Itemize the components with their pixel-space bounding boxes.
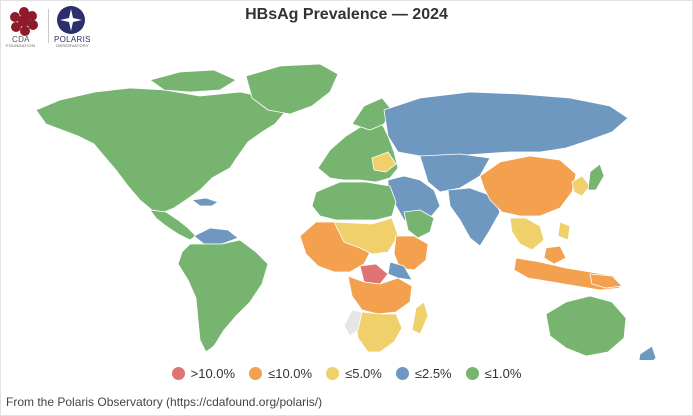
legend-swatch-le10 (249, 367, 263, 380)
legend-item-le25[interactable]: ≤2.5% (395, 366, 452, 381)
central-africa-region[interactable] (359, 263, 389, 285)
australia-region[interactable] (545, 295, 627, 357)
legend-label: ≤10.0% (268, 366, 313, 381)
logo-group: CDA FOUNDATION POLARIS OBSERVATORY (6, 5, 91, 48)
cda-emblem-icon (10, 7, 38, 36)
russia-region[interactable] (383, 91, 629, 157)
polaris-logo-text: POLARIS (54, 35, 91, 44)
legend-item-le5[interactable]: ≤5.0% (326, 366, 382, 381)
eastern-europe-region[interactable] (371, 151, 397, 173)
sahel-region[interactable] (333, 217, 399, 255)
south-america-region[interactable] (177, 239, 269, 353)
legend-item-gt10[interactable]: >10.0% (171, 366, 236, 381)
arabia-region[interactable] (403, 209, 435, 239)
polaris-star-icon (57, 6, 85, 34)
greenland-region[interactable] (245, 63, 339, 115)
horn-of-africa-region[interactable] (393, 235, 429, 271)
korea-japan-region[interactable] (571, 175, 591, 197)
legend-item-le10[interactable]: ≤10.0% (249, 366, 312, 381)
arctic-islands-region[interactable] (149, 69, 237, 93)
southeast-asia-region[interactable] (509, 217, 545, 251)
north-africa-region[interactable] (311, 181, 397, 221)
central-africa-south-region[interactable] (347, 275, 413, 315)
north-america-region[interactable] (35, 87, 286, 213)
legend-swatch-le5 (326, 367, 340, 380)
madagascar-region[interactable] (411, 301, 429, 335)
polaris-logo: POLARIS OBSERVATORY (54, 5, 91, 48)
legend-swatch-gt10 (171, 367, 185, 380)
namibia-region[interactable] (343, 309, 363, 337)
borneo-region[interactable] (543, 245, 567, 265)
world-map (35, 63, 657, 360)
east-africa-region[interactable] (387, 261, 413, 281)
central-asia-region[interactable] (419, 153, 491, 193)
source-credit: From the Polaris Observatory (https://cd… (6, 395, 323, 409)
legend-swatch-le25 (395, 367, 409, 380)
cda-logo: CDA FOUNDATION (6, 5, 40, 48)
europe-region[interactable] (317, 119, 399, 183)
papua-region[interactable] (589, 273, 623, 289)
japan-region[interactable] (587, 163, 605, 191)
legend-label: ≤1.0% (484, 366, 522, 381)
philippines-region[interactable] (557, 221, 571, 241)
legend-label: >10.0% (190, 366, 236, 381)
polaris-logo-subtext: OBSERVATORY (56, 43, 89, 48)
central-america-region[interactable] (149, 209, 197, 241)
map-legend: >10.0% ≤10.0% ≤5.0% ≤2.5% ≤1.0% (0, 366, 693, 381)
new-zealand-region[interactable] (638, 345, 657, 360)
caribbean-region[interactable] (191, 197, 219, 207)
cda-logo-text: CDA (12, 35, 30, 44)
china-region[interactable] (479, 155, 577, 217)
legend-swatch-le1 (465, 367, 479, 380)
logo-divider (48, 9, 49, 43)
legend-item-le1[interactable]: ≤1.0% (465, 366, 522, 381)
cda-logo-subtext: FOUNDATION (6, 43, 36, 48)
legend-label: ≤5.0% (345, 366, 382, 381)
south-asia-region[interactable] (447, 187, 501, 247)
southern-africa-region[interactable] (355, 311, 403, 353)
legend-label: ≤2.5% (414, 366, 452, 381)
map-title: HBsAg Prevalence — 2024 (245, 6, 448, 23)
